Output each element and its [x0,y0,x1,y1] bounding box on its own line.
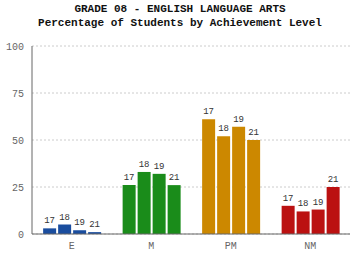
svg-text:19: 19 [154,162,165,172]
svg-text:18: 18 [218,124,229,134]
svg-text:50: 50 [12,136,24,147]
svg-text:21: 21 [248,128,259,138]
svg-text:19: 19 [233,115,244,125]
svg-text:100: 100 [8,42,24,53]
svg-text:19: 19 [74,218,85,228]
svg-text:21: 21 [89,220,100,230]
html-text:Percentage of Students by Achi: Percentage of Students by Achievement Le… [38,17,322,29]
svg-text:17: 17 [203,107,214,117]
svg-text:M: M [148,241,154,252]
svg-text:17: 17 [124,173,135,183]
svg-text:21: 21 [328,175,339,185]
svg-text:E: E [69,241,75,252]
svg-text:0: 0 [18,230,24,241]
svg-text:75: 75 [12,89,24,100]
svg-text:21: 21 [169,173,180,183]
svg-text:19: 19 [313,198,324,208]
svg-text:18: 18 [139,160,150,170]
svg-text:NM: NM [304,241,316,252]
svg-text:18: 18 [59,213,70,223]
svg-text:17: 17 [283,194,294,204]
svg-text:18: 18 [298,199,309,209]
html-text:GRADE 08 - ENGLISH LANGUAGE AR: GRADE 08 - ENGLISH LANGUAGE ARTS [74,3,286,15]
svg-text:PM: PM [225,241,237,252]
svg-text:17: 17 [44,216,55,226]
svg-text:25: 25 [12,183,24,194]
